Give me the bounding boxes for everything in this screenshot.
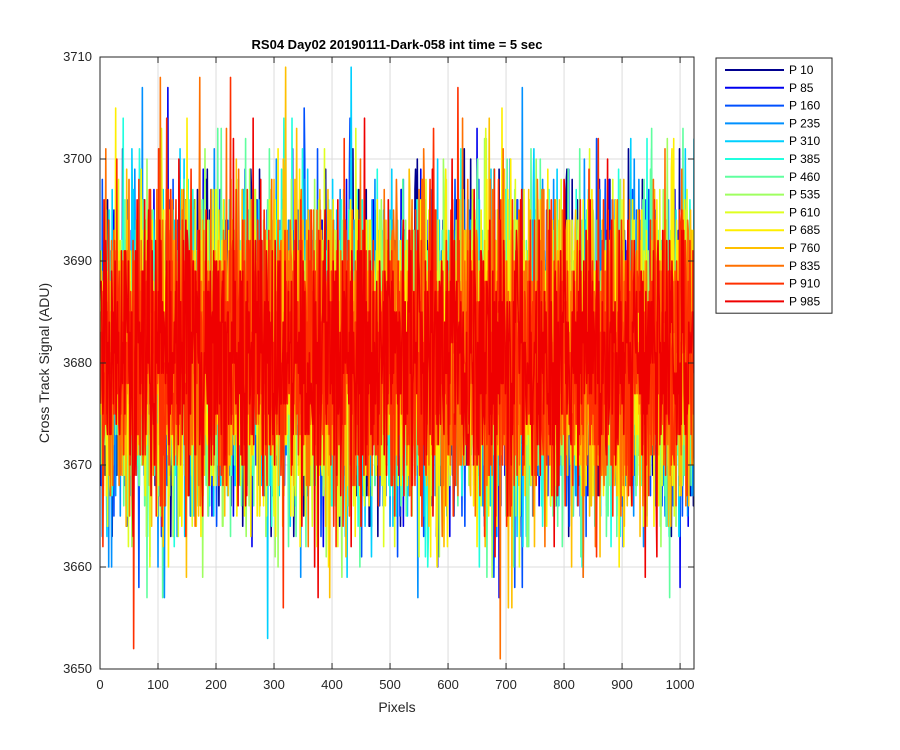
legend-label: P 235	[789, 116, 820, 130]
y-tick-label: 3710	[63, 49, 92, 64]
plot-area: 0 100 200 300 400 500 600 700 800 900 1000 3650 3660…	[63, 49, 694, 692]
y-tick-label: 3680	[63, 355, 92, 370]
y-tick-label: 3650	[63, 661, 92, 676]
x-tick-label: 600	[437, 677, 459, 692]
y-tick-label: 3660	[63, 559, 92, 574]
legend-label: P 310	[789, 134, 820, 148]
y-tick-label: 3670	[63, 457, 92, 472]
x-axis-label: Pixels	[378, 699, 415, 715]
x-tick-label: 800	[553, 677, 575, 692]
ticks: 0 100 200 300 400 500 600 700 800 900 1000 3650 3660…	[63, 49, 694, 692]
series-line-p-985	[100, 117, 694, 599]
y-tick-label: 3690	[63, 253, 92, 268]
legend: P 10 P 85 P 160 P 235 P 310 P 385 P 460 P 535 P …	[715, 57, 833, 314]
chart-title: RS04 Day02 20190111-Dark-058 int time = …	[252, 37, 543, 52]
x-tick-label: 700	[495, 677, 517, 692]
x-tick-label: 300	[263, 677, 285, 692]
x-tick-label: 500	[379, 677, 401, 692]
legend-label: P 760	[789, 241, 820, 255]
x-tick-label: 0	[96, 677, 103, 692]
legend-label: P 460	[789, 170, 820, 184]
x-tick-label: 1000	[666, 677, 695, 692]
y-tick-label: 3700	[63, 151, 92, 166]
legend-box	[715, 57, 833, 314]
legend-label: P 85	[789, 81, 814, 95]
legend-label: P 910	[789, 277, 820, 291]
series-layer	[100, 66, 694, 660]
y-axis-label: Cross Track Signal (ADU)	[36, 283, 52, 443]
legend-label: P 385	[789, 152, 820, 166]
legend-label: P 685	[789, 223, 820, 237]
x-tick-label: 900	[611, 677, 633, 692]
x-tick-label: 100	[147, 677, 169, 692]
legend-label: P 835	[789, 259, 820, 273]
legend-label: P 610	[789, 205, 820, 219]
x-tick-label: 400	[321, 677, 343, 692]
x-tick-label: 200	[205, 677, 227, 692]
legend-label: P 535	[789, 188, 820, 202]
legend-label: P 10	[789, 63, 814, 77]
legend-label: P 985	[789, 294, 820, 308]
legend-label: P 160	[789, 99, 820, 113]
